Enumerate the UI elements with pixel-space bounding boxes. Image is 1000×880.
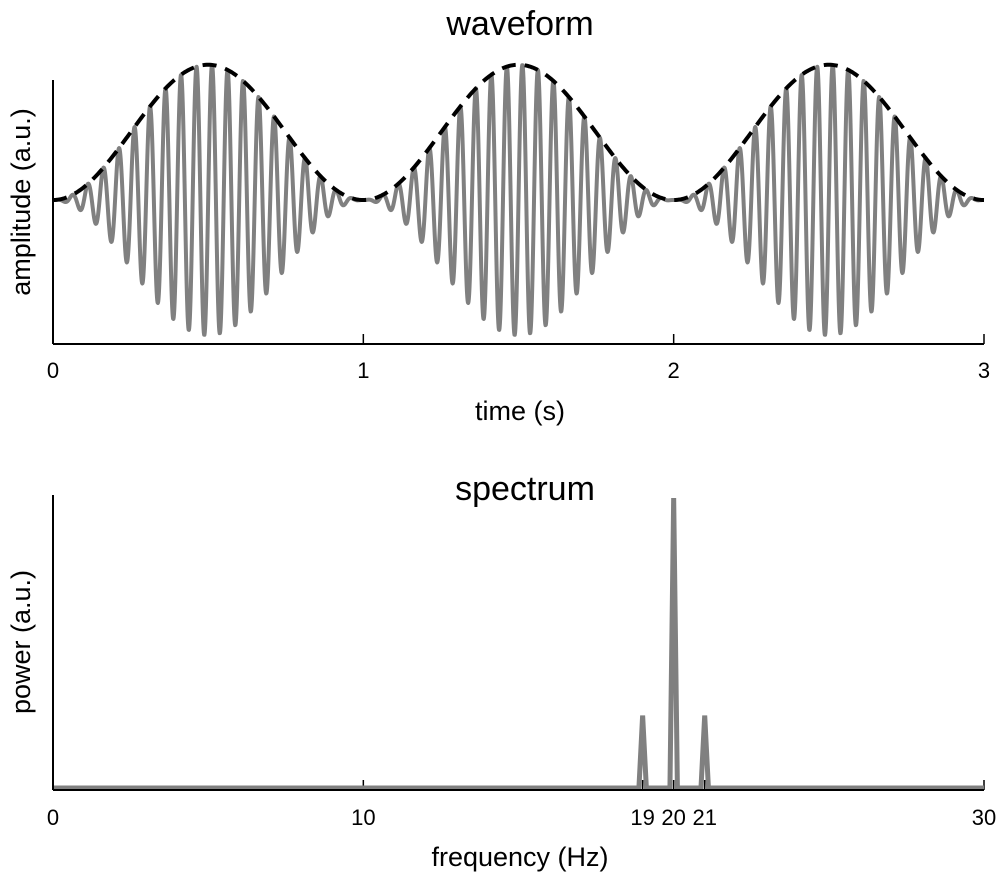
spectrum-x-tick-label: 19	[630, 805, 654, 830]
waveform-panel: waveform amplitude (a.u.) time (s) 0 1 2 3	[6, 5, 990, 426]
waveform-x-tick-label: 3	[978, 358, 990, 383]
waveform-x-ticks: 0 1 2 3	[47, 334, 990, 383]
spectrum-x-tick-label: 20	[661, 805, 685, 830]
waveform-ylabel: amplitude (a.u.)	[6, 108, 36, 296]
waveform-title: waveform	[445, 5, 593, 43]
spectrum-x-tick-label: 0	[47, 805, 59, 830]
waveform-xlabel: time (s)	[475, 396, 565, 426]
spectrum-line	[53, 497, 984, 791]
spectrum-x-ticks: 0 10 19 20 21 30	[47, 780, 996, 830]
waveform-x-tick-label: 2	[668, 358, 680, 383]
spectrum-x-tick-label: 30	[972, 805, 996, 830]
spectrum-xlabel: frequency (Hz)	[431, 842, 608, 872]
spectrum-title: spectrum	[455, 470, 595, 508]
spectrum-panel: spectrum power (a.u.) frequency (Hz) 0 10…	[6, 470, 996, 872]
spectrum-x-tick-label: 10	[351, 805, 375, 830]
waveform-x-tick-label: 1	[357, 358, 369, 383]
spectrum-ylabel: power (a.u.)	[6, 570, 36, 714]
waveform-envelope-line	[52, 62, 985, 203]
waveform-x-tick-label: 0	[47, 358, 59, 383]
waveform-signal-line	[51, 63, 986, 337]
spectrum-x-tick-label: 21	[692, 805, 716, 830]
